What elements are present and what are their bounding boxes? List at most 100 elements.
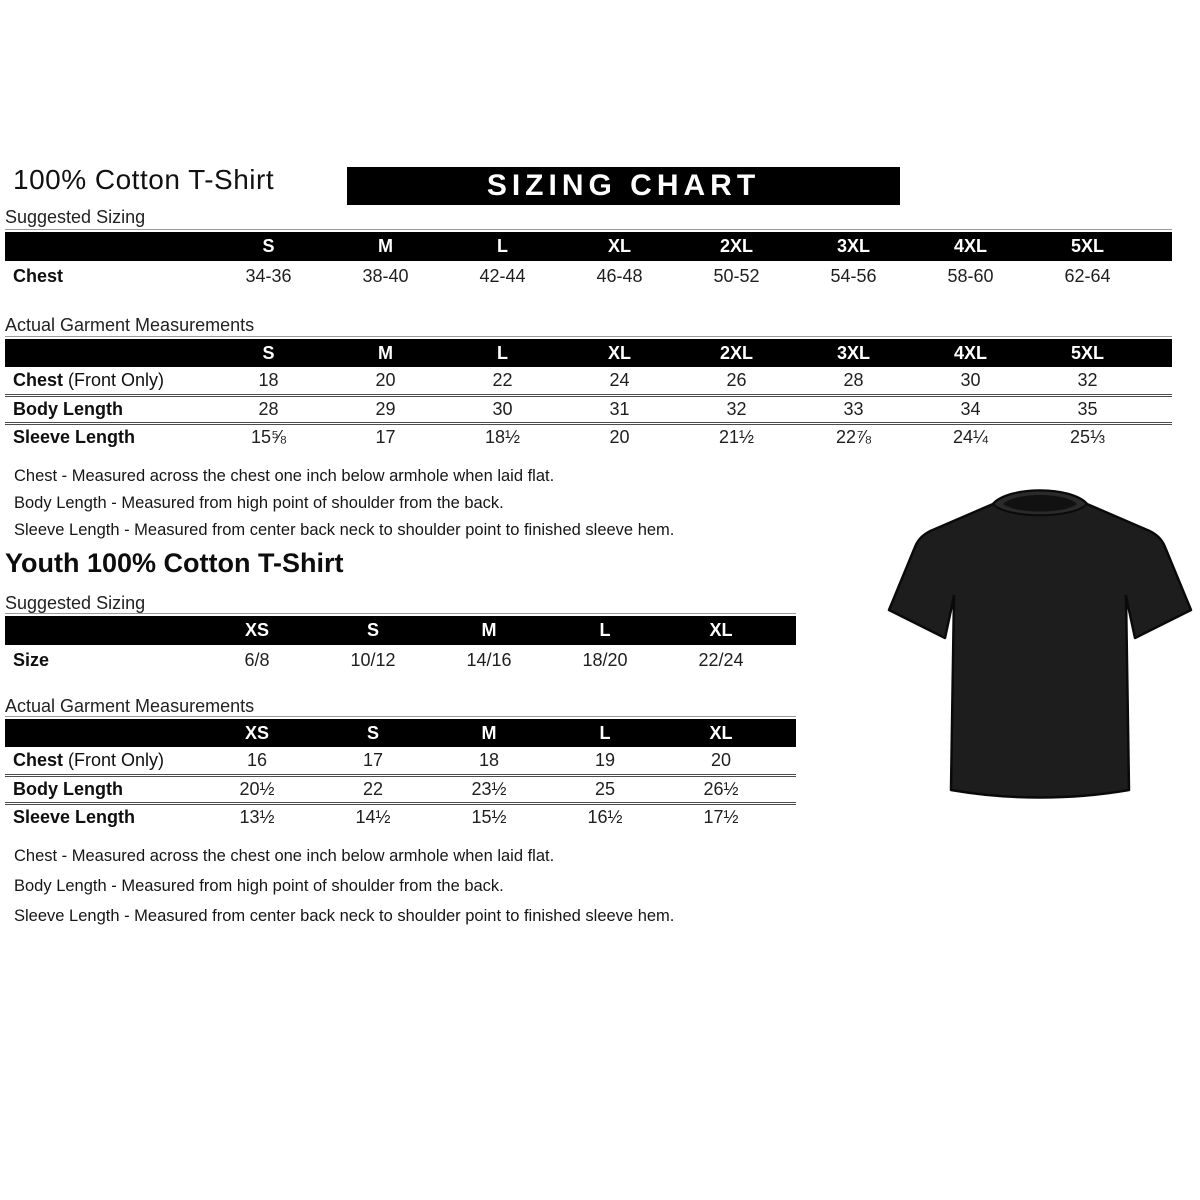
size-header: 4XL	[912, 339, 1029, 367]
cell-value: 10/12	[350, 650, 396, 670]
table-header-row: XS S M L XL	[5, 719, 796, 747]
adult-product-title: 100% Cotton T-Shirt	[13, 164, 275, 195]
table-row-chest: Chest (Front Only) 18 20 22 24 26 28 30 …	[5, 367, 1172, 395]
cell-value: 17½	[703, 807, 739, 828]
cell-value: 16½	[587, 807, 623, 828]
youth-product-title: Youth 100% Cotton T-Shirt	[5, 548, 344, 578]
cell-value: 22	[492, 369, 513, 390]
cell-value: 21½	[718, 427, 755, 448]
table-top-rule	[5, 716, 796, 717]
cell-value: 26	[726, 369, 747, 390]
size-header: 2XL	[678, 232, 795, 261]
table-header-row: S M L XL 2XL 3XL 4XL 5XL	[5, 232, 1172, 261]
size-header: 5XL	[1029, 232, 1146, 261]
size-header: L	[547, 616, 663, 645]
cell-value: 25	[594, 778, 616, 799]
size-header: M	[327, 232, 444, 261]
youth-actual-measurements-label: Actual Garment Measurements	[5, 696, 255, 716]
size-header-blank	[5, 616, 199, 645]
cell-value: 18½	[484, 427, 521, 448]
size-header: 2XL	[678, 339, 795, 367]
cell-value: 20	[609, 427, 630, 448]
cell-value: 26½	[703, 778, 739, 799]
row-label: Size	[13, 650, 50, 670]
table-top-rule	[5, 613, 796, 614]
size-header: S	[210, 232, 327, 261]
size-header: M	[431, 719, 547, 747]
cell-value: 16	[246, 749, 268, 770]
table-top-rule	[5, 229, 1172, 230]
cell-value: 32	[1077, 369, 1098, 390]
table-header-row: S M L XL 2XL 3XL 4XL 5XL	[5, 339, 1172, 367]
cell-value: 17	[362, 749, 384, 770]
cell-value: 6/8	[244, 650, 270, 670]
cell-value: 62-64	[1064, 266, 1111, 286]
row-label: Chest (Front Only)	[13, 749, 165, 770]
table-row-sleeve-length: Sleeve Length 13½ 14½ 15½ 16½ 17½	[5, 803, 796, 831]
cell-value: 19	[594, 749, 616, 770]
size-header: L	[547, 719, 663, 747]
black-tshirt-image	[887, 489, 1193, 799]
cell-value: 20	[375, 369, 396, 390]
cell-value: 20	[710, 749, 732, 770]
size-header: S	[315, 616, 431, 645]
cell-value: 38-40	[362, 266, 409, 286]
row-label: Sleeve Length	[13, 427, 136, 448]
row-label: Sleeve Length	[13, 807, 136, 828]
note-body-length: Body Length - Measured from high point o…	[14, 877, 504, 895]
adult-suggested-sizing-table: S M L XL 2XL 3XL 4XL 5XL Chest 34-36 38-…	[5, 232, 1172, 292]
table-header-row: XS S M L XL	[5, 616, 796, 645]
table-row-chest: Chest (Front Only) 16 17 18 19 20	[5, 747, 796, 775]
adult-measurement-notes: Chest - Measured across the chest one in…	[14, 463, 674, 544]
table-row-body-length: Body Length 28 29 30 31 32 33 34 35	[5, 395, 1172, 423]
size-header: 4XL	[912, 232, 1029, 261]
cell-value: 32	[726, 398, 747, 419]
cell-value: 25⅓	[1069, 427, 1106, 448]
size-header: XL	[561, 339, 678, 367]
youth-suggested-sizing-table: XS S M L XL Size 6/8 10/12 14/16 18/20 2…	[5, 616, 796, 676]
cell-value: 14/16	[466, 650, 512, 670]
size-header-blank	[5, 232, 210, 261]
size-header: XL	[663, 616, 779, 645]
cell-value: 58-60	[947, 266, 994, 286]
cell-value: 15⅝	[250, 427, 287, 448]
size-header: L	[444, 232, 561, 261]
cell-value: 13½	[239, 807, 275, 828]
note-chest: Chest - Measured across the chest one in…	[14, 467, 555, 485]
cell-value: 18	[478, 749, 500, 770]
cell-value: 24¼	[952, 427, 989, 448]
sizing-chart-banner: SIZING CHART	[347, 167, 900, 205]
note-sleeve-length: Sleeve Length - Measured from center bac…	[14, 521, 675, 539]
youth-measurement-notes: Chest - Measured across the chest one in…	[14, 841, 674, 931]
size-header: S	[315, 719, 431, 747]
cell-value: 31	[609, 398, 630, 419]
cell-value: 46-48	[596, 266, 643, 286]
table-row: Chest 34-36 38-40 42-44 46-48 50-52 54-5…	[5, 261, 1172, 292]
cell-value: 30	[492, 398, 513, 419]
note-sleeve-length: Sleeve Length - Measured from center bac…	[14, 907, 675, 925]
size-header-blank	[5, 719, 199, 747]
size-header: XL	[561, 232, 678, 261]
cell-value: 42-44	[479, 266, 526, 286]
cell-value: 20½	[239, 778, 275, 799]
table-row-sleeve-length: Sleeve Length 15⅝ 17 18½ 20 21½ 22⅞ 24¼ …	[5, 423, 1172, 451]
cell-value: 22⅞	[835, 427, 872, 448]
table-top-rule	[5, 336, 1172, 337]
cell-value: 34	[960, 398, 981, 419]
cell-value: 30	[960, 369, 981, 390]
cell-value: 17	[375, 427, 396, 448]
row-label: Chest	[13, 266, 64, 286]
youth-actual-measurements-table: XS S M L XL Chest (Front Only) 16 17 18 …	[5, 719, 796, 831]
cell-value: 18/20	[582, 650, 628, 670]
cell-value: 18	[258, 369, 279, 390]
cell-value: 22/24	[698, 650, 744, 670]
size-header: L	[444, 339, 561, 367]
size-header: 3XL	[795, 232, 912, 261]
size-header: M	[327, 339, 444, 367]
cell-value: 35	[1077, 398, 1098, 419]
size-header-spacer	[779, 616, 796, 645]
size-header-spacer	[779, 719, 796, 747]
size-header: XS	[199, 719, 315, 747]
cell-value: 28	[258, 398, 279, 419]
